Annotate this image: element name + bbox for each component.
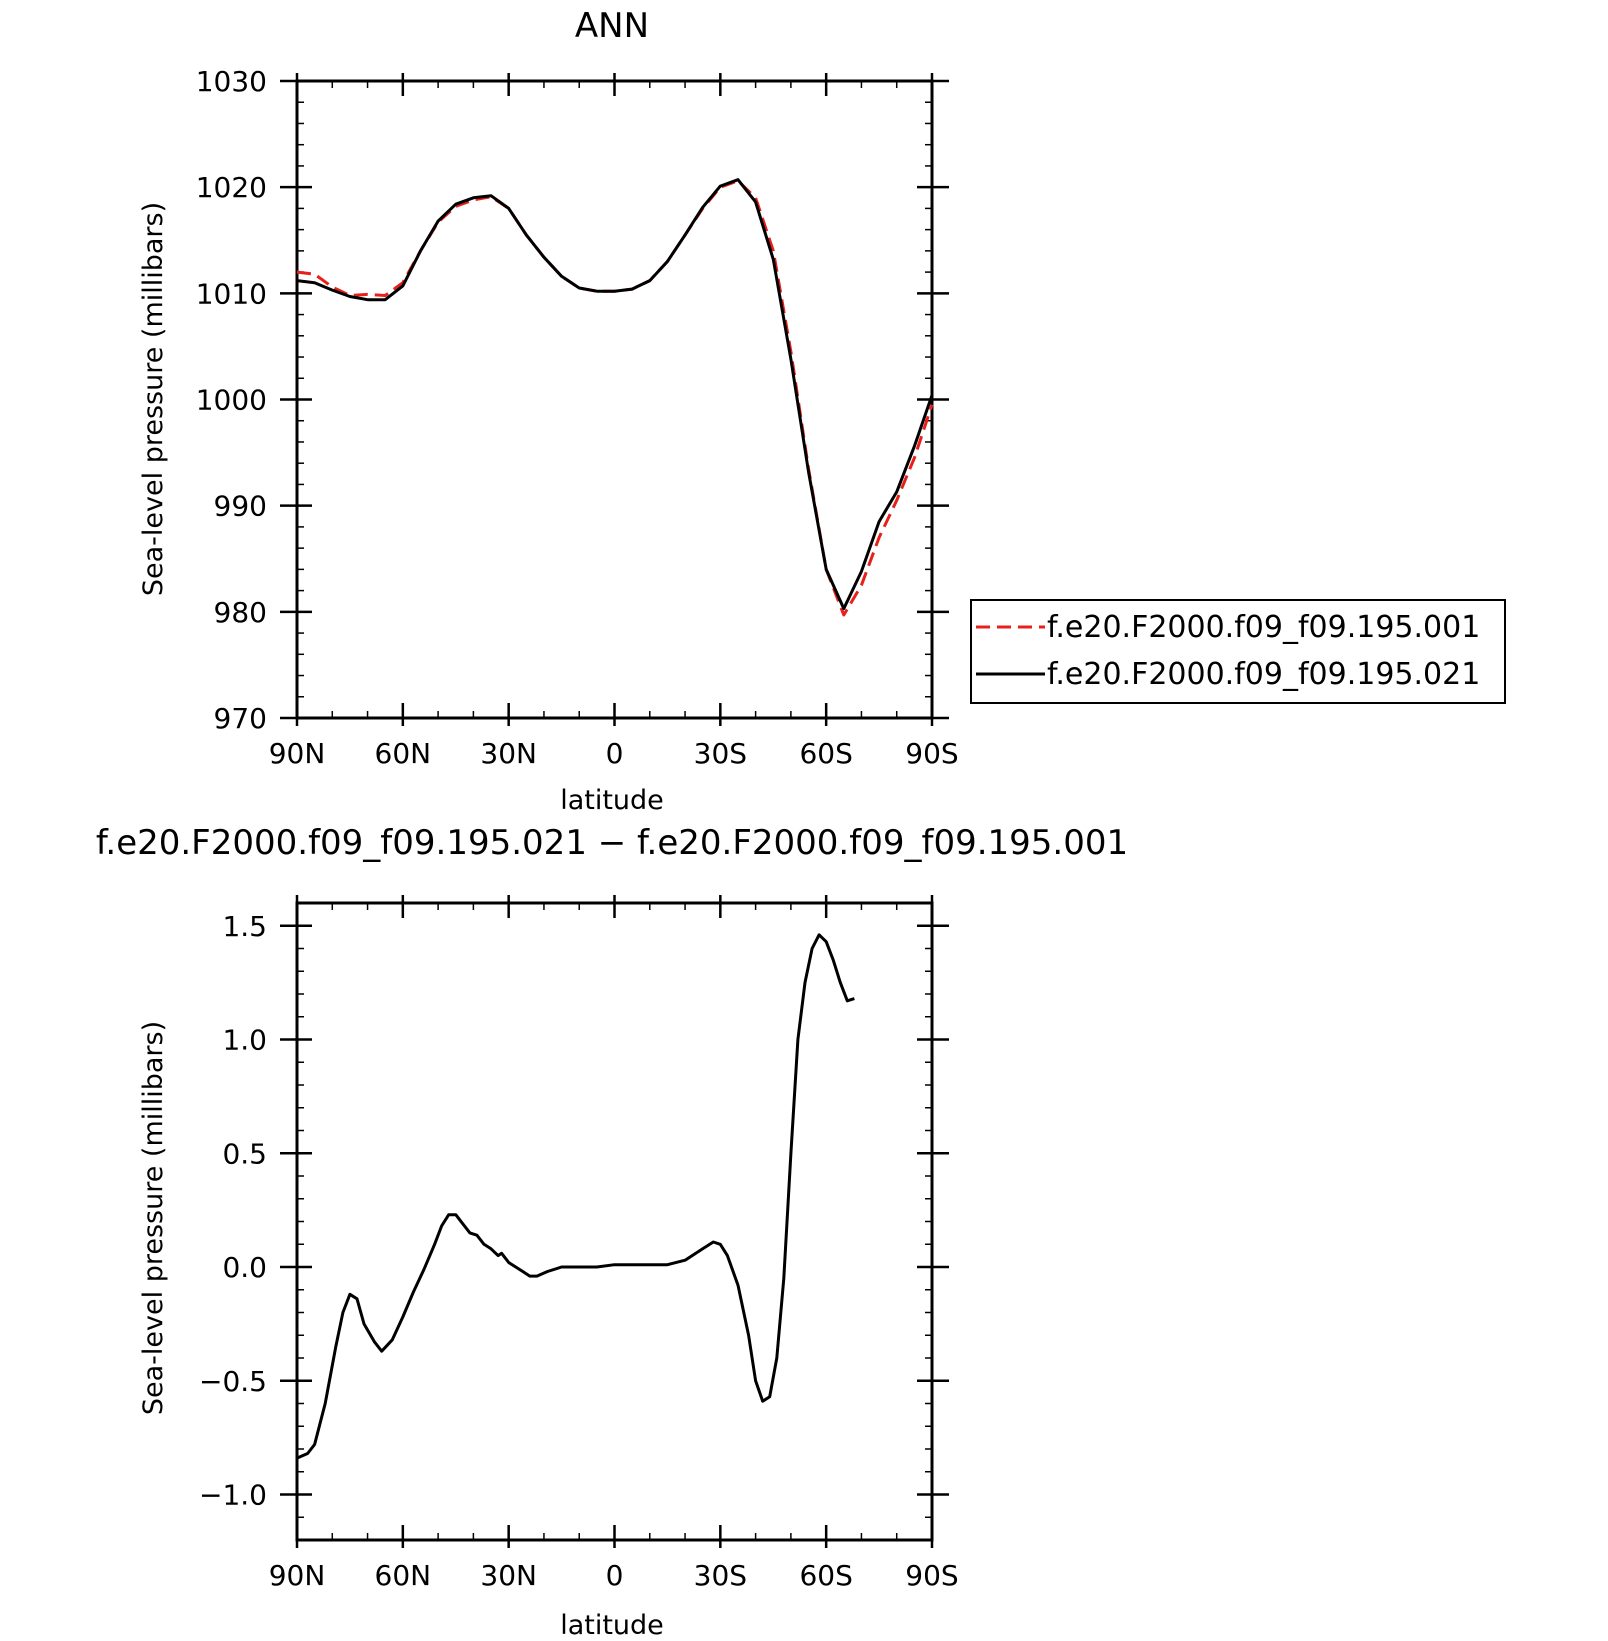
bottom-line-chart: 90N 60N 30N 0 30S 60S 90S 1.5 1.0 0.5 0.0 −0.5 −1.0 bbox=[199, 895, 959, 1592]
bottom-y-tick-label: 1.0 bbox=[222, 1024, 267, 1057]
top-y-tick-label: 1010 bbox=[196, 277, 267, 310]
bottom-x-tick-label: 90S bbox=[905, 1559, 958, 1592]
bottom-x-tick-label: 90N bbox=[269, 1559, 326, 1592]
bottom-plot-frame bbox=[295, 901, 934, 1542]
legend-box bbox=[970, 599, 1506, 704]
legend-label-series-2: f.e20.F2000.f09_f09.195.021 bbox=[1047, 657, 1480, 692]
top-x-tick-label: 90N bbox=[269, 737, 326, 770]
top-x-tick-label: 60S bbox=[799, 737, 852, 770]
bottom-x-tick-label: 0 bbox=[606, 1559, 624, 1592]
bottom-x-tick-label: 60N bbox=[375, 1559, 432, 1592]
top-y-tick-label: 990 bbox=[214, 490, 267, 523]
top-y-tick-label: 1000 bbox=[196, 384, 267, 417]
top-x-tick-label: 90S bbox=[905, 737, 958, 770]
top-series-line-2 bbox=[296, 178, 934, 611]
legend-label-series-1: f.e20.F2000.f09_f09.195.001 bbox=[1047, 610, 1480, 645]
top-chart-legend: f.e20.F2000.f09_f09.195.001 f.e20.F2000.… bbox=[970, 599, 1506, 704]
top-y-tick-label: 970 bbox=[214, 702, 267, 735]
top-chart-ylabel: Sea-level pressure (millibars) bbox=[138, 202, 169, 596]
top-y-tick-label: 1030 bbox=[196, 65, 267, 98]
bottom-chart-ylabel: Sea-level pressure (millibars) bbox=[138, 1021, 169, 1415]
bottom-y-tick-label: 0.5 bbox=[222, 1137, 267, 1170]
bottom-y-tick-label: −0.5 bbox=[199, 1365, 267, 1398]
bottom-x-tick-label: 30N bbox=[480, 1559, 537, 1592]
bottom-x-tick-label: 30S bbox=[694, 1559, 747, 1592]
top-y-tick-label: 1020 bbox=[196, 171, 267, 204]
top-x-tick-label: 30S bbox=[694, 737, 747, 770]
bottom-y-tick-label: 0.0 bbox=[222, 1251, 267, 1284]
top-chart-title: ANN bbox=[575, 6, 649, 46]
bottom-x-tick-label: 60S bbox=[799, 1559, 852, 1592]
top-x-tick-label: 0 bbox=[606, 737, 624, 770]
bottom-chart-title: f.e20.F2000.f09_f09.195.021 − f.e20.F200… bbox=[96, 823, 1128, 863]
top-line-chart: 90N 60N 30N 0 30S 60S 90S 1030 1020 1010 1000 990 98… bbox=[196, 65, 959, 770]
top-x-tick-label: 60N bbox=[375, 737, 432, 770]
top-x-tick-label: 30N bbox=[480, 737, 537, 770]
bottom-y-tick-label: 1.5 bbox=[222, 910, 267, 943]
bottom-y-tick-label: −1.0 bbox=[199, 1479, 267, 1512]
bottom-chart-xlabel: latitude bbox=[560, 1610, 664, 1641]
bottom-series-line-1 bbox=[296, 933, 855, 1460]
top-y-tick-label: 980 bbox=[214, 596, 267, 629]
top-series-line-1 bbox=[296, 179, 934, 617]
top-chart-xlabel: latitude bbox=[560, 785, 664, 816]
top-plot-frame bbox=[295, 79, 934, 720]
